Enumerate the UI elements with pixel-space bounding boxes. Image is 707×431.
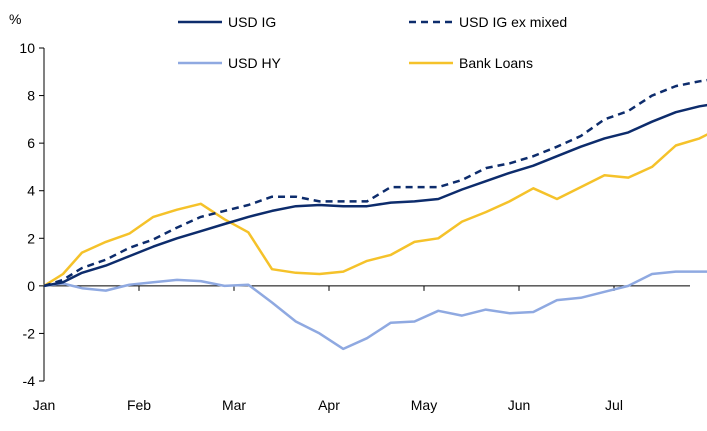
y-tick-label: 0 bbox=[27, 278, 35, 294]
y-tick-label: 2 bbox=[27, 230, 35, 246]
y-tick-label: 10 bbox=[19, 40, 35, 56]
x-tick-label: May bbox=[411, 397, 437, 413]
y-tick-label: -2 bbox=[23, 325, 36, 341]
x-tick-label: Apr bbox=[318, 397, 340, 413]
y-tick-label: -4 bbox=[23, 373, 36, 389]
x-tick-label: Mar bbox=[222, 397, 246, 413]
legend-label-usd-ig: USD IG bbox=[228, 14, 276, 30]
x-axis: Jan Feb Mar Apr May Jun Jul bbox=[33, 285, 690, 413]
y-unit-label: % bbox=[9, 11, 21, 27]
series-line-bank-loans bbox=[43, 133, 707, 287]
x-tick-label: Jul bbox=[605, 397, 623, 413]
y-tick-label: 4 bbox=[27, 183, 35, 199]
legend-label-usd-hy: USD HY bbox=[228, 55, 282, 71]
series-line-usd-ig-ex-mixed bbox=[43, 78, 707, 288]
series-line-usd-hy bbox=[43, 270, 707, 351]
series-layer bbox=[43, 78, 707, 351]
x-tick-label: Jun bbox=[508, 397, 531, 413]
y-tick-label: 6 bbox=[27, 135, 35, 151]
x-tick-label: Jan bbox=[33, 397, 56, 413]
legend-label-bank-loans: Bank Loans bbox=[459, 55, 533, 71]
legend: USD IG USD IG ex mixed USD HY Bank Loans bbox=[178, 14, 567, 71]
series-line-usd-ig bbox=[43, 103, 707, 288]
y-axis: -4 -2 0 2 4 6 8 10 bbox=[19, 40, 45, 389]
legend-label-usd-ig-ex-mixed: USD IG ex mixed bbox=[459, 14, 567, 30]
x-tick-label: Feb bbox=[127, 397, 151, 413]
y-tick-label: 8 bbox=[27, 88, 35, 104]
